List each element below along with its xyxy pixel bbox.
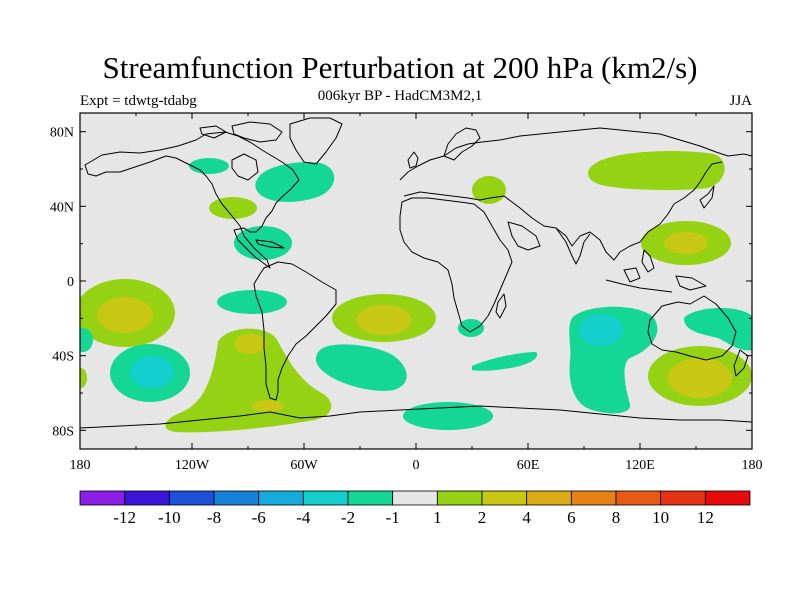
coastline-mediterranean [403,191,491,201]
x-axis: 180 120W 60W 0 60E 120E 180 [70,113,763,473]
colorbar-swatch [481,490,528,506]
colorbar-swatch [392,490,438,506]
colorbar-label: -2 [341,508,355,527]
contour-se-pacific-positive [165,328,332,433]
x-tick-label: 120E [625,458,655,473]
colorbar-swatch [704,490,751,506]
colorbar: -12 -10 -8 -6 -4 -2 -1 1 2 4 6 8 10 12 [79,490,751,527]
colorbar-swatch [660,490,706,506]
colorbar-label: -6 [252,508,266,527]
contour-north-pacific-negative [189,158,229,174]
colorbar-label: -4 [296,508,311,527]
colorbar-swatch [526,490,572,506]
contour-se-pacific-positive-core [234,334,266,354]
contour-wpacific-positive-core [664,232,708,254]
x-tick-label: 0 [413,458,420,473]
coastline-cuba [255,239,285,249]
coastline-philippines [641,249,655,273]
contour-spacific-negative-core [130,356,174,388]
coastline-uk [407,151,419,169]
y-tick-label: 40N [50,200,74,215]
coastline-hudson-bay [231,153,259,181]
x-tick-label: 60W [290,458,318,473]
coastline-japan [699,185,715,209]
y-tick-label: 0 [67,275,74,290]
contour-ne-pacific-positive [209,197,257,219]
colorbar-swatch [302,490,349,506]
colorbar-label: 4 [522,508,531,527]
contour-west-edge-positive [80,368,87,388]
contour-west-edge-negative [80,328,93,352]
colorbar-swatch [124,490,170,506]
x-tick-label: 180 [742,458,763,473]
contour-labrador-negative [255,162,335,202]
coastline-arabia [507,221,541,251]
colorbar-label: 2 [478,508,487,527]
colorbar-swatch [615,490,662,506]
contour-indian-sw-negative [472,352,538,371]
contour-satlantic-negative [315,344,407,391]
x-tick-label: 120W [175,458,210,473]
coastline-europe [399,127,752,181]
contour-satlantic-positive-core [356,305,412,335]
season-label: JJA [729,93,752,109]
experiment-label: Expt = tdwtg-tdabg [80,93,197,109]
y-tick-label: 80N [50,126,74,141]
chart-title: Streamfunction Perturbation at 200 hPa (… [102,50,698,85]
contour-indian-negative-core [579,314,623,346]
colorbar-label: -10 [158,508,181,527]
coastline-australia [647,295,737,361]
coastline-india [555,227,591,265]
colorbar-swatch [213,490,260,506]
colorbar-swatch [570,490,617,506]
x-tick-label: 180 [70,458,91,473]
coastline-south-america [253,261,337,401]
contour-caribbean-negative [234,226,292,260]
colorbar-label: -8 [207,508,221,527]
coastline-scandinavia [443,127,481,161]
chart-subtitle: 006kyr BP - HadCM3M2,1 [317,88,483,104]
coastlines [80,117,752,429]
colorbar-label: -1 [386,508,400,527]
colorbar-label: 8 [612,508,621,527]
x-tick-label: 60E [517,458,540,473]
colorbar-swatch [347,490,394,506]
colorbar-swatch [168,490,215,506]
colorbar-swatch [436,490,483,506]
colorbar-label: 12 [697,508,714,527]
contour-australia-negative [684,307,752,351]
coastline-new-zealand [733,349,749,377]
coastline-indonesia [605,267,707,293]
colorbar-label: 10 [652,508,669,527]
colorbar-swatch [258,490,304,506]
coastline-north-america [84,131,300,269]
y-axis: 80N 40N 0 40S 80S [50,126,752,439]
coastline-arctic-islands [199,121,283,143]
colorbar-label: -12 [113,508,136,527]
contour-north-asia-positive [588,150,725,191]
contour-tropical-se-pacific-negative [217,290,287,314]
coastline-madagascar [495,293,507,319]
y-tick-label: 80S [52,424,74,439]
colorbar-swatch [79,490,126,506]
coastline-greenland [289,117,343,165]
contour-fields [80,150,752,433]
coastline-africa [399,197,513,333]
coastline-antarctica [80,405,752,429]
contour-south-australia-positive-core [668,358,732,398]
contour-drake-positive-core [252,400,284,412]
y-tick-label: 40S [52,350,74,365]
coastline-asia-south [489,161,723,261]
colorbar-label: 1 [433,508,442,527]
contour-africa-negative [458,319,484,337]
colorbar-label: 6 [567,508,576,527]
contour-spacific-positive-core [97,297,153,333]
